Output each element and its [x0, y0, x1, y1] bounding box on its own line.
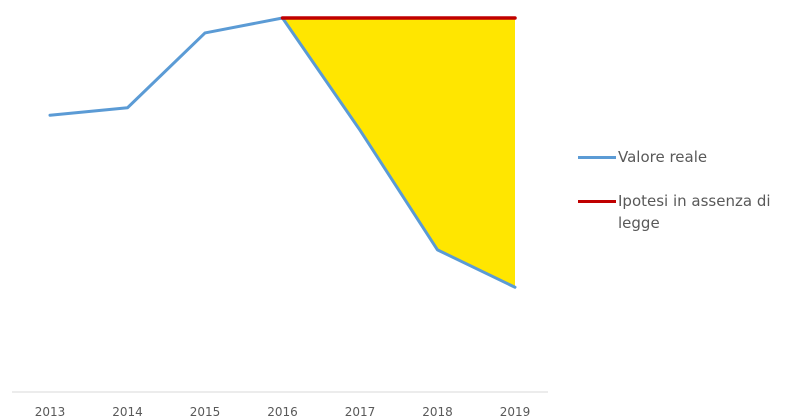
legend-swatch-ipotesi	[578, 200, 616, 203]
x-tick-label-2017: 2017	[345, 405, 376, 419]
x-tick-labels: 2013 2014 2015 2016 2017 2018 2019	[35, 405, 531, 419]
legend-item-ipotesi: Ipotesi in assenza di legge	[578, 190, 793, 234]
x-tick-label-2015: 2015	[190, 405, 221, 419]
legend-label-valore-reale: Valore reale	[618, 148, 708, 166]
series-layer	[48, 16, 517, 289]
legend-label-ipotesi: Ipotesi in assenza di legge	[618, 192, 771, 232]
x-tick-label-2013: 2013	[35, 405, 66, 419]
x-tick-label-2018: 2018	[422, 405, 453, 419]
x-tick-label-2019: 2019	[500, 405, 531, 419]
legend-swatch-valore-reale	[578, 156, 616, 159]
shaded-gap-area	[282, 18, 515, 288]
legend: Valore reale Ipotesi in assenza di legge	[578, 146, 793, 256]
x-tick-label-2014: 2014	[112, 405, 143, 419]
x-tick-label-2016: 2016	[267, 405, 298, 419]
shaded-gap-layer	[282, 18, 515, 288]
legend-item-valore-reale: Valore reale	[578, 146, 793, 168]
